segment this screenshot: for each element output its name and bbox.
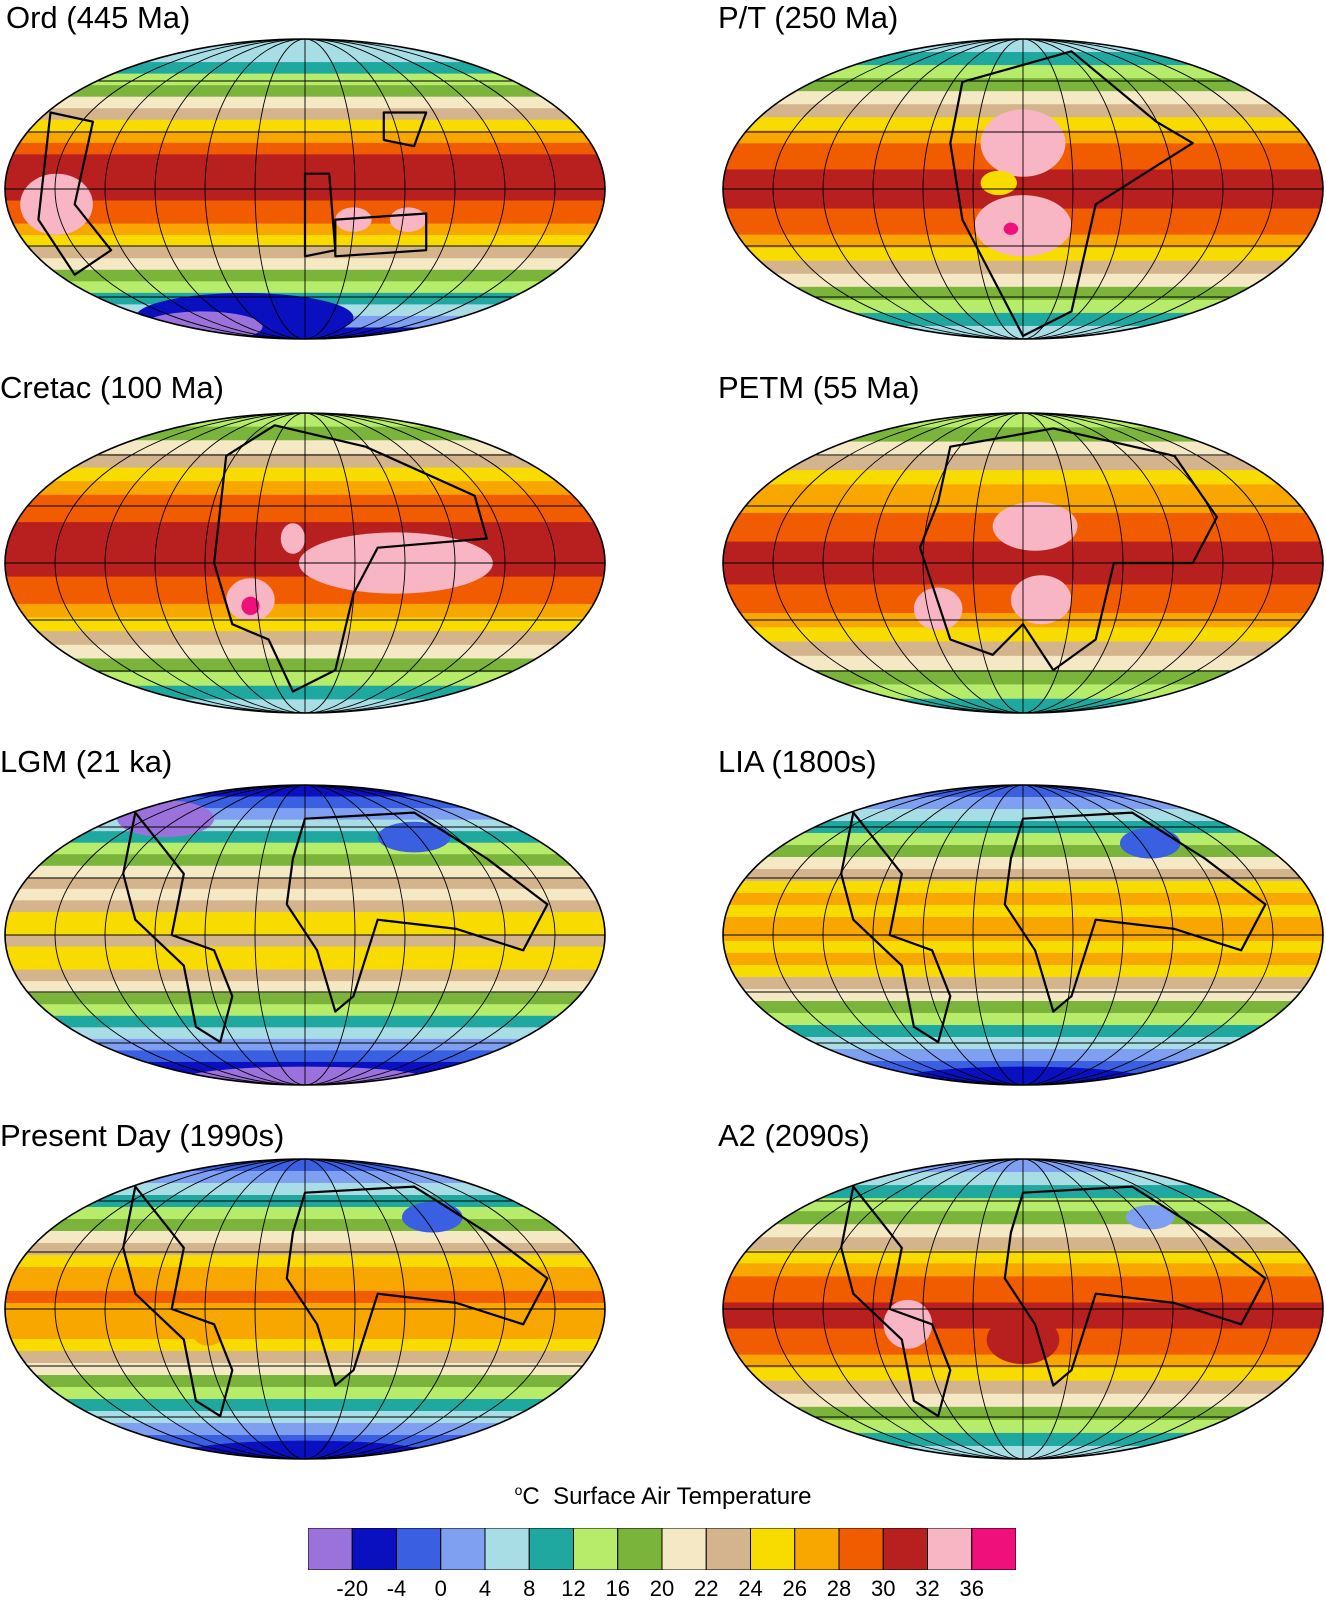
map-border — [4, 412, 606, 714]
colorbar-swatch — [750, 1527, 796, 1571]
panel-title-ord: Ord (445 Ma) — [6, 0, 191, 35]
colorbar-swatch — [351, 1527, 397, 1571]
panel-title-lgm: LGM (21 ka) — [0, 744, 173, 779]
continent-outline — [1003, 1185, 1267, 1387]
panel-title-cretac: Cretac (100 Ma) — [0, 370, 224, 405]
map-svg — [722, 412, 1324, 714]
continent-outline — [122, 1185, 234, 1418]
map-border — [722, 784, 1324, 1086]
colorbar-swatch — [927, 1527, 973, 1571]
temperature-region — [389, 207, 427, 232]
map-border — [4, 784, 606, 1086]
map-svg — [722, 784, 1324, 1086]
map-border — [722, 412, 1324, 714]
colorbar-tick-label: 28 — [826, 1576, 852, 1601]
colorbar-tick-label: 30 — [871, 1576, 896, 1601]
colorbar-swatch — [440, 1527, 486, 1571]
colorbar-svg — [307, 1527, 1017, 1571]
temperature-region — [1119, 827, 1181, 859]
colorbar-tick-label: 8 — [523, 1576, 536, 1601]
temperature-region — [377, 821, 451, 853]
continent-outline — [213, 424, 488, 693]
colorbar-tick-label: 24 — [738, 1576, 763, 1601]
colorbar — [307, 1527, 1017, 1571]
map-petm — [720, 410, 1326, 716]
temperature-region — [1003, 222, 1019, 235]
colorbar-swatch — [971, 1527, 1017, 1571]
continent-outline — [285, 811, 549, 1013]
temperature-region — [241, 596, 260, 616]
colorbar-swatch — [705, 1527, 751, 1571]
map-a2 — [720, 1156, 1326, 1462]
colorbar-tick-label: 36 — [959, 1576, 984, 1601]
colorbar-swatch — [617, 1527, 663, 1571]
colorbar-swatch — [484, 1527, 530, 1571]
map-svg — [722, 38, 1324, 340]
continent-outline — [840, 811, 952, 1044]
continent-outline — [382, 111, 428, 148]
colorbar-swatch — [396, 1527, 442, 1571]
temperature-region — [980, 170, 1017, 196]
colorbar-swatch — [573, 1527, 619, 1571]
map-svg — [4, 38, 606, 340]
colorbar-swatch — [882, 1527, 928, 1571]
continent-outline — [840, 1185, 952, 1418]
map-border — [722, 1158, 1324, 1460]
map-border — [722, 38, 1324, 340]
map-present-day — [2, 1156, 608, 1462]
map-lia — [720, 782, 1326, 1088]
colorbar-tick-label: 4 — [478, 1576, 492, 1601]
colorbar-tick-label: 22 — [694, 1576, 719, 1601]
map-pt — [720, 36, 1326, 342]
colorbar-tick-label: 26 — [782, 1576, 807, 1601]
temperature-region — [401, 1201, 463, 1233]
panel-title-lia: LIA (1800s) — [718, 744, 877, 779]
colorbar-swatch — [661, 1527, 707, 1571]
continent-outline — [122, 811, 234, 1044]
continent-outline — [1003, 811, 1267, 1013]
map-svg — [4, 412, 606, 714]
legend-title: oC Surface Air Temperature — [0, 1482, 1326, 1511]
continent-outline — [334, 212, 428, 258]
colorbar-tick-label: 20 — [649, 1576, 675, 1601]
map-cretac — [2, 410, 608, 716]
legend-title-text: Surface Air Temperature — [553, 1483, 812, 1510]
map-lgm — [2, 782, 608, 1088]
panel-title-pt: P/T (250 Ma) — [718, 0, 899, 35]
continent-outline — [37, 111, 113, 276]
colorbar-tick-label: 12 — [561, 1576, 586, 1601]
panel-title-present-day: Present Day (1990s) — [0, 1118, 285, 1153]
panel-title-a2: A2 (2090s) — [718, 1118, 870, 1153]
panel-title-petm: PETM (55 Ma) — [718, 370, 920, 405]
colorbar-swatch — [528, 1527, 574, 1571]
legend-unit-letter: C — [522, 1483, 540, 1510]
map-svg — [4, 1158, 606, 1460]
temperature-region — [992, 501, 1078, 551]
map-svg — [722, 1158, 1324, 1460]
map-ord — [2, 36, 608, 342]
colorbar-tick-label: -20 — [336, 1576, 369, 1601]
temperature-region — [1126, 1204, 1175, 1230]
legend-unit-degree: o — [514, 1482, 523, 1498]
temperature-region — [280, 523, 305, 554]
colorbar-swatch — [307, 1527, 353, 1571]
temperature-region — [335, 207, 372, 232]
map-border — [4, 1158, 606, 1460]
colorbar-tick-label: 32 — [915, 1576, 940, 1601]
colorbar-tick-label: 16 — [605, 1576, 630, 1601]
colorbar-swatch — [838, 1527, 884, 1571]
temperature-region — [1010, 575, 1072, 625]
colorbar-tick-label: -4 — [386, 1576, 407, 1601]
map-svg — [4, 784, 606, 1086]
temperature-region — [913, 587, 963, 631]
colorbar-swatch — [794, 1527, 840, 1571]
map-border — [4, 38, 606, 340]
colorbar-tick-label: 0 — [434, 1576, 447, 1601]
continent-outline — [949, 50, 1194, 337]
continent-outline — [285, 1185, 549, 1387]
